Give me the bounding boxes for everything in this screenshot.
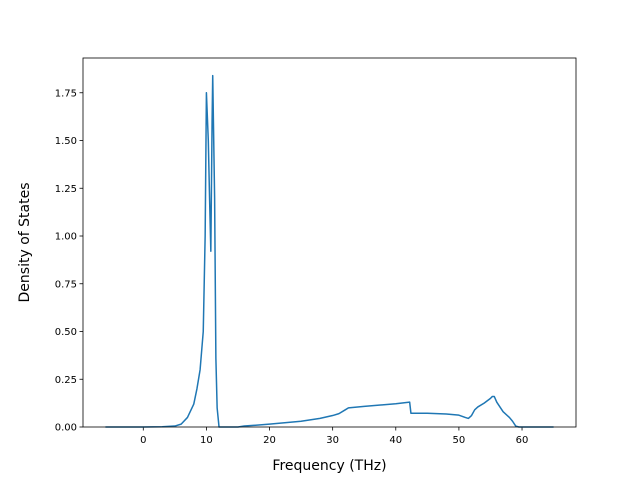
plot-frame [82, 57, 577, 428]
x-tick-label: 0 [140, 435, 146, 446]
y-tick-label: 1.00 [55, 232, 77, 243]
x-tick-label: 60 [516, 435, 529, 446]
x-axis-label: Frequency (THz) [272, 458, 386, 474]
x-tick-label: 30 [326, 435, 339, 446]
y-tick-label: 1.50 [55, 136, 77, 147]
x-tick-label: 10 [200, 435, 213, 446]
y-tick-label: 0.75 [55, 279, 77, 290]
y-tick-label: 0.50 [55, 327, 77, 338]
y-axis-label: Density of States [17, 183, 33, 303]
line-series [105, 74, 554, 428]
x-tick-label: 50 [453, 435, 466, 446]
y-tick-label: 0.00 [55, 423, 77, 434]
y-tick-label: 0.25 [55, 375, 77, 386]
y-tick-label: 1.75 [55, 88, 77, 99]
x-tick-label: 40 [389, 435, 402, 446]
y-tick-label: 1.25 [55, 184, 77, 195]
x-tick-label: 20 [263, 435, 276, 446]
